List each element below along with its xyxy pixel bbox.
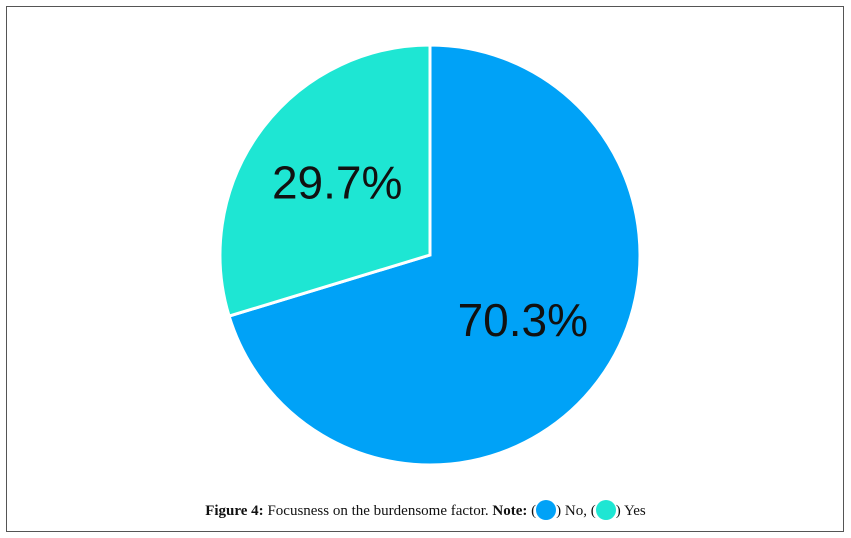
note-label: Note:: [492, 503, 528, 519]
legend-bracket: ): [615, 503, 621, 519]
caption-label: Figure 4:: [205, 503, 264, 519]
legend-bracket: (: [531, 503, 537, 519]
data-label: 29.7%: [272, 156, 402, 208]
legend-swatch: [595, 500, 616, 520]
data-label: 70.3%: [458, 294, 588, 346]
caption-text: Focusness on the burdensome factor.: [267, 503, 489, 519]
legend-bracket: (: [590, 503, 596, 519]
caption: Figure 4: Focusness on the burdensome fa…: [0, 500, 851, 520]
frame: [6, 6, 844, 532]
pie-slice: [227, 43, 642, 467]
legend-label: Yes: [623, 503, 646, 519]
legend-label: No: [564, 503, 584, 519]
legend-swatch: [536, 500, 557, 520]
legend-separator: ,: [583, 503, 587, 519]
legend-bracket: ): [556, 503, 562, 519]
pie-slice: [218, 43, 432, 318]
